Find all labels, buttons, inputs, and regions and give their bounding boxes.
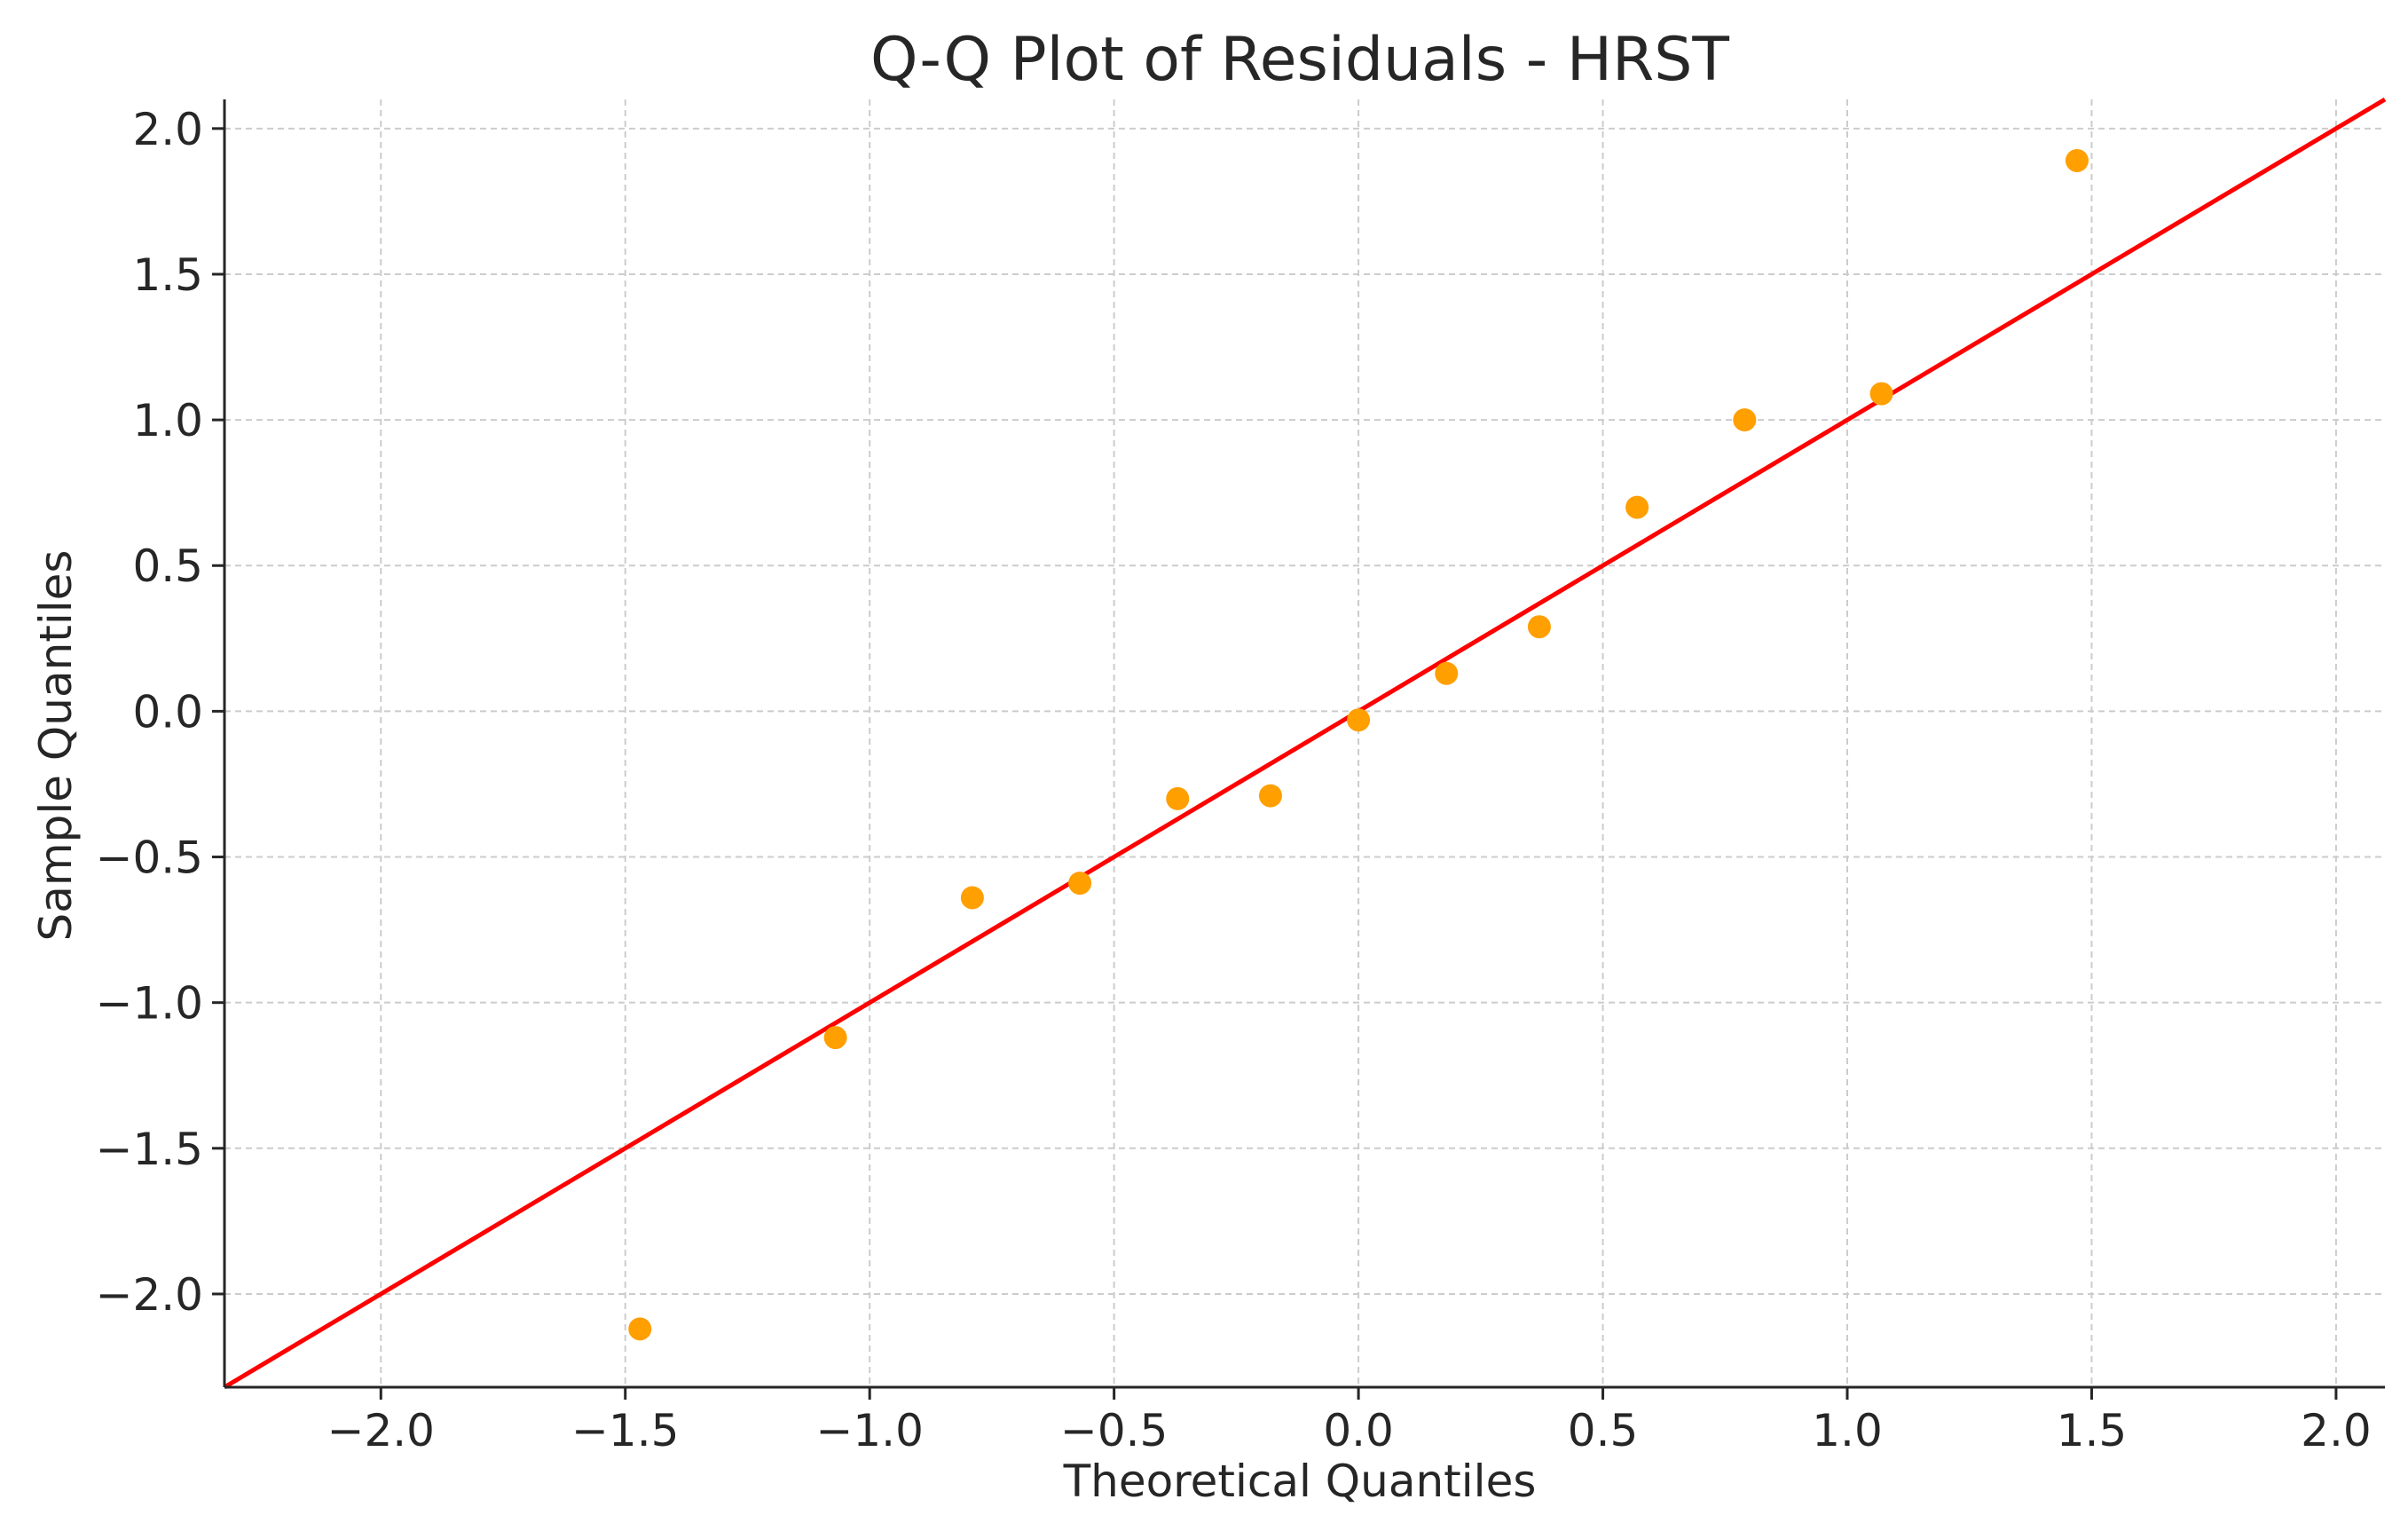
y-axis-label: Sample Quantiles (30, 550, 82, 942)
data-point (1258, 784, 1282, 808)
reference-line (223, 97, 2387, 1390)
y-tick-label: −2.0 (96, 1269, 203, 1321)
x-tick-label: 0.5 (1568, 1405, 1639, 1456)
x-tick-label: −1.5 (571, 1405, 679, 1456)
data-point (1347, 708, 1371, 732)
grid-layer (224, 99, 2385, 1387)
reference-line-layer (223, 97, 2387, 1390)
y-tick-label: 2.0 (132, 104, 203, 155)
x-ticks: −2.0 −1.5 −1.0 −0.5 0.0 0.5 1.0 1.5 2.0 (327, 1387, 2372, 1456)
data-point (2065, 148, 2089, 172)
x-tick-label: 1.5 (2057, 1405, 2128, 1456)
data-point (960, 886, 984, 910)
axes-layer (223, 99, 2385, 1389)
y-tick-label: −1.0 (96, 978, 203, 1030)
data-point (1625, 495, 1649, 519)
chart-title: Q-Q Plot of Residuals - HRST (870, 25, 1729, 95)
data-point (628, 1317, 652, 1341)
x-tick-label: −1.0 (815, 1405, 923, 1456)
data-point (1435, 661, 1459, 685)
y-tick-label: 1.5 (132, 249, 203, 301)
x-axis-label: Theoretical Quantiles (1063, 1456, 1537, 1507)
y-tick-label: 1.0 (132, 395, 203, 446)
data-point (1869, 382, 1893, 406)
x-tick-label: −0.5 (1060, 1405, 1168, 1456)
y-ticks: −2.0 −1.5 −1.0 −0.5 0.0 0.5 1.0 1.5 2.0 (96, 104, 224, 1321)
y-tick-label: 0.5 (132, 541, 203, 592)
data-point (1166, 786, 1190, 810)
x-tick-label: 0.0 (1323, 1405, 1394, 1456)
x-tick-label: −2.0 (327, 1405, 435, 1456)
x-tick-label: 1.0 (1812, 1405, 1883, 1456)
data-point (1733, 408, 1757, 432)
data-point (1527, 615, 1551, 639)
data-point (823, 1026, 847, 1050)
y-tick-label: −0.5 (96, 833, 203, 884)
data-point (1068, 872, 1092, 896)
y-tick-label: 0.0 (132, 686, 203, 738)
points-layer (628, 148, 2089, 1341)
x-tick-label: 2.0 (2301, 1405, 2372, 1456)
y-tick-label: −1.5 (96, 1124, 203, 1175)
